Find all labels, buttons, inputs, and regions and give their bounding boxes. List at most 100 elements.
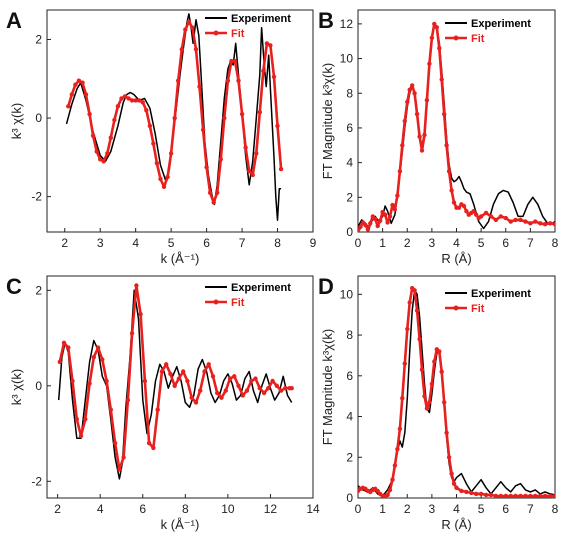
data-point-fit [159,369,165,374]
data-point-fit [172,115,177,121]
x-tick-label: 12 [264,502,278,516]
data-point-fit [483,210,489,216]
data-point-fit [508,493,513,498]
data-point-fit [117,467,122,472]
data-point-fit [392,207,398,212]
data-point-fit [488,492,494,498]
data-point-fit [538,221,543,226]
data-point-fit [119,96,124,101]
data-point-fit [108,407,114,412]
series-line-experiment [65,13,282,221]
data-point-fit [424,406,430,411]
data-point-fit [289,386,294,391]
data-point-fit [193,400,199,405]
y-tick-label: 6 [346,369,353,383]
y-tick-label: 4 [346,410,353,424]
data-point-fit [112,117,117,123]
chart-panel-d: D 0 1 2 3 4 5 6 7 8 0 2 4 6 8 10 R (Å) FT Magnitude k³χ(k… [318,274,559,532]
data-point-fit [239,111,245,117]
data-point-fit [392,463,398,468]
data-point-fit [446,169,452,174]
data-point-fit [57,359,62,365]
legend: Experiment Fit [205,282,291,309]
data-point-fit [523,493,528,498]
x-tick-label: 6 [139,502,146,516]
y-tick-label: 10 [340,287,354,301]
data-point-fit [243,145,248,150]
data-point-fit [146,440,152,446]
data-point-fit [232,374,237,379]
y-tick-label: 0 [35,111,42,125]
y-tick-label: 6 [346,121,353,135]
data-point-fit [474,212,479,217]
x-tick-label: 10 [221,502,235,516]
data-point-fit [225,78,231,83]
data-point-fit [407,87,412,93]
series-line-fit [358,286,555,498]
data-point-fit [204,165,209,170]
data-point-fit [198,388,203,393]
data-point-fit [125,397,131,403]
data-point-fit [518,217,523,223]
data-point-fit [73,82,78,87]
legend-label: Fit [231,297,245,309]
data-point-fit [365,227,371,232]
x-tick-label: 5 [478,236,485,250]
y-tick-label: 0 [346,491,353,505]
data-point-fit [518,493,523,498]
y-tick-label: 2 [346,190,353,204]
data-point-fit [513,493,518,498]
data-point-fit [414,111,420,117]
data-point-fit [542,493,548,498]
data-point-fit [250,172,255,178]
data-point-fit [427,61,432,66]
legend-label: Experiment [231,13,291,25]
data-point-fit [227,376,233,381]
y-axis-label: k³ χ(k) [9,103,24,139]
data-point-fit [538,493,543,498]
plot-frame [46,9,314,233]
data-point-fit [74,417,80,422]
data-point-fit [211,200,216,205]
x-tick-label: 14 [306,502,320,516]
y-tick-label: 0 [346,225,353,239]
y-tick-label: 2 [35,32,42,46]
data-point-fit [422,132,427,138]
y-tick-label: 8 [346,328,353,342]
data-point-fit [390,202,395,208]
y-axis-label: FT Magnitude k³χ(k) [320,329,335,445]
data-point-fit [200,127,206,132]
x-tick-label: 4 [453,502,460,516]
data-point-fit [94,149,99,154]
data-point-fit [181,369,186,374]
data-point-fit [552,493,555,498]
data-point-fit [405,326,410,332]
data-point-fit [375,223,380,229]
data-point-fit [498,493,503,498]
legend-label: Experiment [471,288,531,300]
data-point-fit [197,84,202,89]
data-point-fit [151,141,156,146]
data-point-fit [236,383,241,388]
y-tick-label: 10 [340,52,354,66]
x-tick-label: 0 [355,236,362,250]
data-point-fit [412,288,417,293]
data-point-fit [121,455,126,460]
data-point-fit [503,493,508,498]
y-tick-label: 4 [346,156,353,170]
data-point-fit [528,221,533,226]
x-tick-label: 6 [502,236,509,250]
data-point-fit [402,361,407,366]
x-axis-label: k (Å⁻¹) [161,517,200,532]
data-point-fit [461,203,467,209]
data-point-fit [385,220,390,225]
data-point-fit [218,157,223,162]
data-point-fit [240,393,245,398]
data-point-fit [83,417,88,422]
data-point-fit [253,376,258,381]
data-point-fit [378,218,383,223]
legend: Experiment Fit [205,13,291,40]
data-point-fit [402,118,407,124]
data-point-fit [459,488,464,494]
